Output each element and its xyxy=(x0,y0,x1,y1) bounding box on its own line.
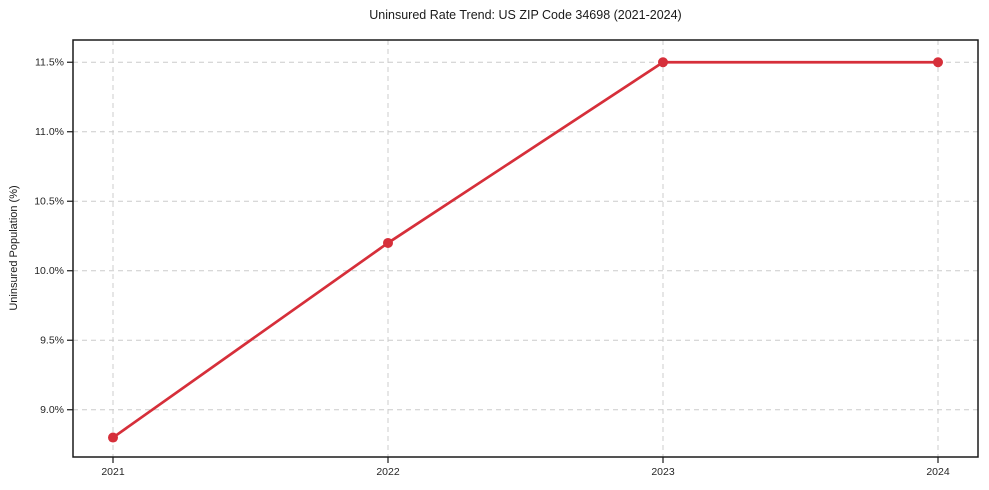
plot-border xyxy=(72,39,979,458)
x-tick-label: 2021 xyxy=(101,466,125,478)
x-tick-label: 2024 xyxy=(926,466,950,478)
x-tick-label: 2023 xyxy=(651,466,675,478)
y-tick-label: 9.0% xyxy=(40,404,64,416)
x-tick-label: 2022 xyxy=(376,466,400,478)
y-tick-label: 10.0% xyxy=(34,265,64,277)
y-tick-label: 11.0% xyxy=(35,126,64,138)
data-point-2024 xyxy=(933,57,943,68)
data-point-2023 xyxy=(658,57,668,68)
trend-line xyxy=(111,60,940,439)
data-point-2022 xyxy=(383,237,393,248)
y-tick-label: 11.5% xyxy=(35,57,64,69)
chart-title: Uninsured Rate Trend: US ZIP Code 34698 … xyxy=(369,8,682,22)
y-tick-label: 9.5% xyxy=(40,335,64,347)
y-tick-label: 10.5% xyxy=(34,196,64,208)
data-point-2021 xyxy=(108,432,118,443)
